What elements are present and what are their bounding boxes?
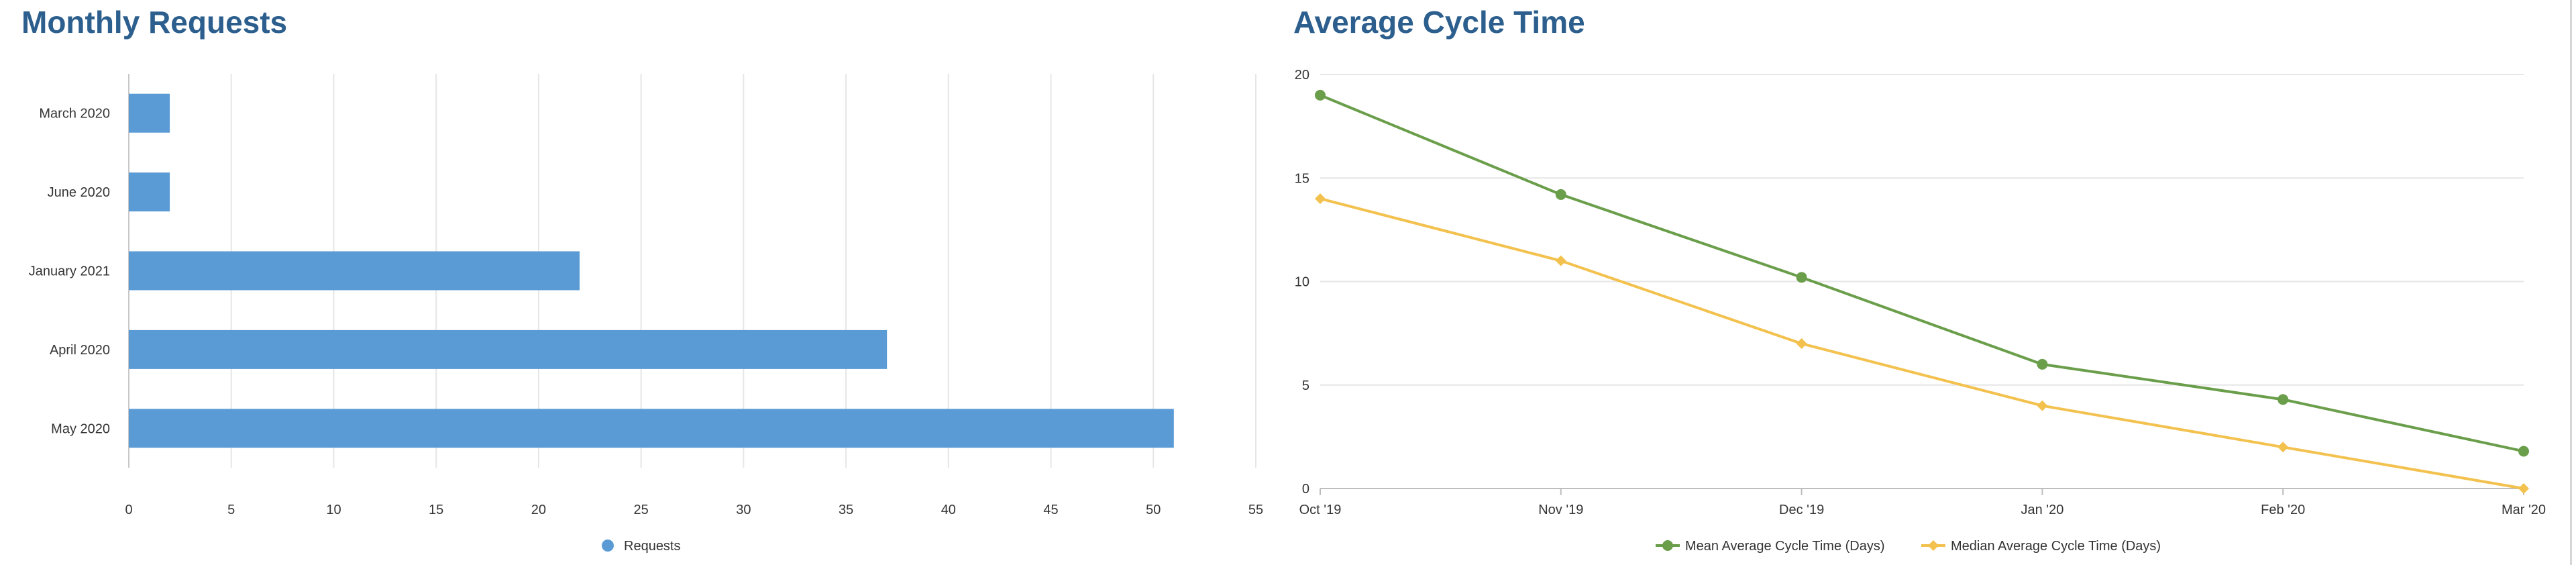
x-tick-label: Oct '19 <box>1299 503 1342 517</box>
y-tick-label: 15 <box>1295 171 1309 186</box>
y-tick-label: May 2020 <box>51 421 110 436</box>
legend-marker-median <box>1928 540 1939 551</box>
x-tick-label: Dec '19 <box>1779 503 1824 517</box>
monthly-requests-panel: Monthly Requests 0 5 10 15 20 25 30 35 40 45 50 55 M… <box>0 0 1275 565</box>
y-tick-label: 10 <box>1295 275 1309 290</box>
legend-marker-requests <box>602 540 614 552</box>
x-tick-label: 5 <box>227 503 235 517</box>
y-tick-label: 0 <box>1302 482 1309 497</box>
x-tick-label: Feb '20 <box>2261 503 2305 517</box>
legend-marker-mean <box>1662 540 1673 551</box>
x-tick-label: 0 <box>125 503 132 517</box>
monthly-requests-chart: 0 5 10 15 20 25 30 35 40 45 50 55 March 2020 June 202… <box>29 74 1263 554</box>
data-point-median <box>2277 442 2289 453</box>
data-point-median <box>1796 338 1807 350</box>
y-tick-label: April 2020 <box>50 343 110 358</box>
x-tick-label: Mar '20 <box>2502 503 2546 517</box>
y-tick-label: March 2020 <box>39 107 110 121</box>
data-point-mean <box>1555 189 1566 200</box>
panel-edge-divider <box>2570 0 2572 565</box>
average-cycle-time-panel: Average Cycle Time 0 5 10 15 20 Oct '19 Nov '1… <box>1275 0 2576 565</box>
y-tick-label: 20 <box>1295 68 1309 83</box>
data-point-mean <box>2518 446 2529 457</box>
data-point-mean <box>2277 394 2289 405</box>
average-cycle-time-chart: 0 5 10 15 20 Oct '19 Nov '19 Dec '19 Jan '20 Feb … <box>1295 68 2546 554</box>
x-tick-label: Nov '19 <box>1538 503 1583 517</box>
data-point-mean <box>2037 358 2048 370</box>
y-tick-label: June 2020 <box>48 185 110 200</box>
x-tick-label: 35 <box>839 503 853 517</box>
bar <box>129 251 580 291</box>
data-point-median <box>1315 193 1326 205</box>
data-point-median <box>2518 483 2529 494</box>
monthly-requests-title: Monthly Requests <box>21 5 288 40</box>
x-tick-label: 55 <box>1248 503 1263 517</box>
bar <box>129 172 170 212</box>
bar <box>129 409 1174 448</box>
series-line-mean <box>1320 94 2524 453</box>
average-cycle-time-title: Average Cycle Time <box>1293 5 1585 40</box>
legend-label-requests: Requests <box>624 539 681 554</box>
legend-label-median: Median Average Cycle Time (Days) <box>1951 539 2161 554</box>
x-tick-label: Jan '20 <box>2021 503 2063 517</box>
bar <box>129 93 170 133</box>
legend-label-mean: Mean Average Cycle Time (Days) <box>1685 539 1885 554</box>
x-tick-label: 50 <box>1146 503 1161 517</box>
y-tick-label: January 2021 <box>29 264 110 279</box>
data-point-mean <box>1796 272 1807 283</box>
data-point-median <box>1555 255 1566 266</box>
x-tick-label: 10 <box>326 503 341 517</box>
x-tick-label: 15 <box>429 503 443 517</box>
x-tick-label: 30 <box>736 503 751 517</box>
x-tick-label: 45 <box>1043 503 1058 517</box>
x-tick-label: 25 <box>634 503 649 517</box>
bar <box>129 329 888 369</box>
x-tick-label: 20 <box>531 503 546 517</box>
series-line-median <box>1320 197 2524 490</box>
data-point-mean <box>1315 89 1326 101</box>
x-tick-label: 40 <box>941 503 956 517</box>
y-tick-label: 5 <box>1302 378 1309 393</box>
data-point-median <box>2037 400 2048 411</box>
